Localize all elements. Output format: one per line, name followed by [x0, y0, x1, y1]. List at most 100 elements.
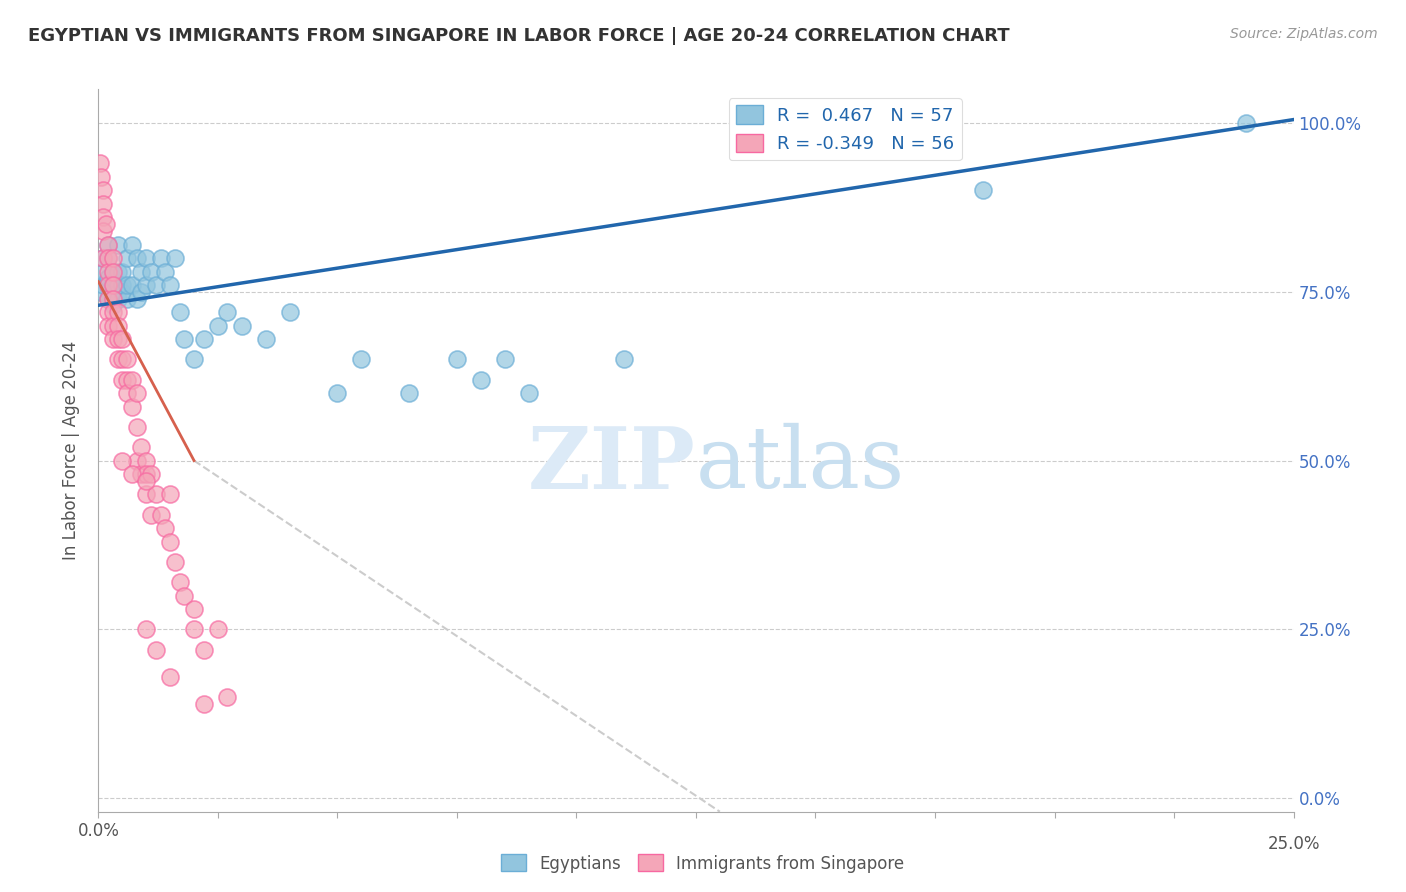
- Point: [145, 487, 167, 501]
- Point: [135, 487, 157, 501]
- Point: [111, 352, 134, 367]
- Point: [97, 271, 120, 285]
- Point: [125, 292, 148, 306]
- Point: [101, 264, 124, 278]
- Point: [115, 251, 138, 265]
- Point: [155, 521, 177, 535]
- Point: [97, 292, 120, 306]
- Point: [173, 332, 195, 346]
- Point: [135, 623, 157, 637]
- Point: [115, 386, 138, 401]
- Point: [183, 352, 205, 367]
- Text: ZIP: ZIP: [529, 423, 696, 507]
- Point: [231, 318, 253, 333]
- Legend: Egyptians, Immigrants from Singapore: Egyptians, Immigrants from Singapore: [495, 847, 911, 880]
- Point: [193, 697, 215, 711]
- Point: [97, 318, 120, 333]
- Point: [111, 373, 134, 387]
- Point: [91, 251, 114, 265]
- Point: [139, 264, 162, 278]
- Point: [111, 278, 134, 293]
- Point: [101, 318, 124, 333]
- Point: [131, 440, 153, 454]
- Point: [91, 211, 114, 225]
- Y-axis label: In Labor Force | Age 20-24: In Labor Force | Age 20-24: [62, 341, 80, 560]
- Point: [135, 453, 157, 467]
- Point: [101, 278, 124, 293]
- Point: [155, 264, 177, 278]
- Point: [159, 534, 181, 549]
- Point: [107, 305, 129, 319]
- Text: 25.0%: 25.0%: [1267, 835, 1320, 854]
- Point: [90, 285, 112, 299]
- Point: [278, 305, 301, 319]
- Point: [121, 467, 143, 481]
- Point: [135, 467, 157, 481]
- Point: [91, 264, 114, 278]
- Point: [90, 169, 112, 184]
- Point: [89, 156, 111, 170]
- Point: [326, 386, 349, 401]
- Point: [149, 508, 172, 522]
- Point: [145, 278, 167, 293]
- Point: [91, 184, 114, 198]
- Point: [193, 332, 215, 346]
- Point: [111, 285, 134, 299]
- Point: [101, 271, 124, 285]
- Point: [97, 237, 120, 252]
- Point: [121, 400, 143, 414]
- Point: [101, 298, 124, 312]
- Point: [97, 251, 120, 265]
- Point: [159, 278, 181, 293]
- Point: [97, 278, 120, 293]
- Point: [97, 292, 120, 306]
- Point: [131, 467, 153, 481]
- Legend: R =  0.467   N = 57, R = -0.349   N = 56: R = 0.467 N = 57, R = -0.349 N = 56: [728, 98, 962, 161]
- Point: [115, 352, 138, 367]
- Point: [107, 264, 129, 278]
- Point: [135, 251, 157, 265]
- Point: [125, 251, 148, 265]
- Point: [139, 467, 162, 481]
- Point: [217, 305, 239, 319]
- Point: [101, 285, 124, 299]
- Point: [121, 278, 143, 293]
- Point: [91, 224, 114, 238]
- Point: [107, 278, 129, 293]
- Point: [115, 292, 138, 306]
- Text: atlas: atlas: [696, 424, 905, 507]
- Point: [97, 237, 120, 252]
- Point: [207, 318, 229, 333]
- Point: [121, 373, 143, 387]
- Point: [135, 474, 157, 488]
- Point: [169, 575, 191, 590]
- Point: [350, 352, 373, 367]
- Point: [159, 670, 181, 684]
- Point: [91, 251, 114, 265]
- Point: [115, 373, 138, 387]
- Point: [149, 251, 172, 265]
- Point: [107, 352, 129, 367]
- Point: [101, 251, 124, 265]
- Point: [97, 305, 120, 319]
- Point: [131, 264, 153, 278]
- Point: [446, 352, 468, 367]
- Point: [121, 237, 143, 252]
- Point: [101, 292, 124, 306]
- Point: [111, 453, 134, 467]
- Point: [163, 251, 186, 265]
- Point: [107, 318, 129, 333]
- Point: [972, 184, 994, 198]
- Point: [97, 264, 120, 278]
- Point: [163, 555, 186, 569]
- Point: [517, 386, 540, 401]
- Point: [125, 453, 148, 467]
- Point: [101, 305, 124, 319]
- Point: [169, 305, 191, 319]
- Point: [159, 487, 181, 501]
- Point: [97, 251, 120, 265]
- Point: [107, 237, 129, 252]
- Text: EGYPTIAN VS IMMIGRANTS FROM SINGAPORE IN LABOR FORCE | AGE 20-24 CORRELATION CHA: EGYPTIAN VS IMMIGRANTS FROM SINGAPORE IN…: [28, 27, 1010, 45]
- Point: [125, 420, 148, 434]
- Point: [183, 623, 205, 637]
